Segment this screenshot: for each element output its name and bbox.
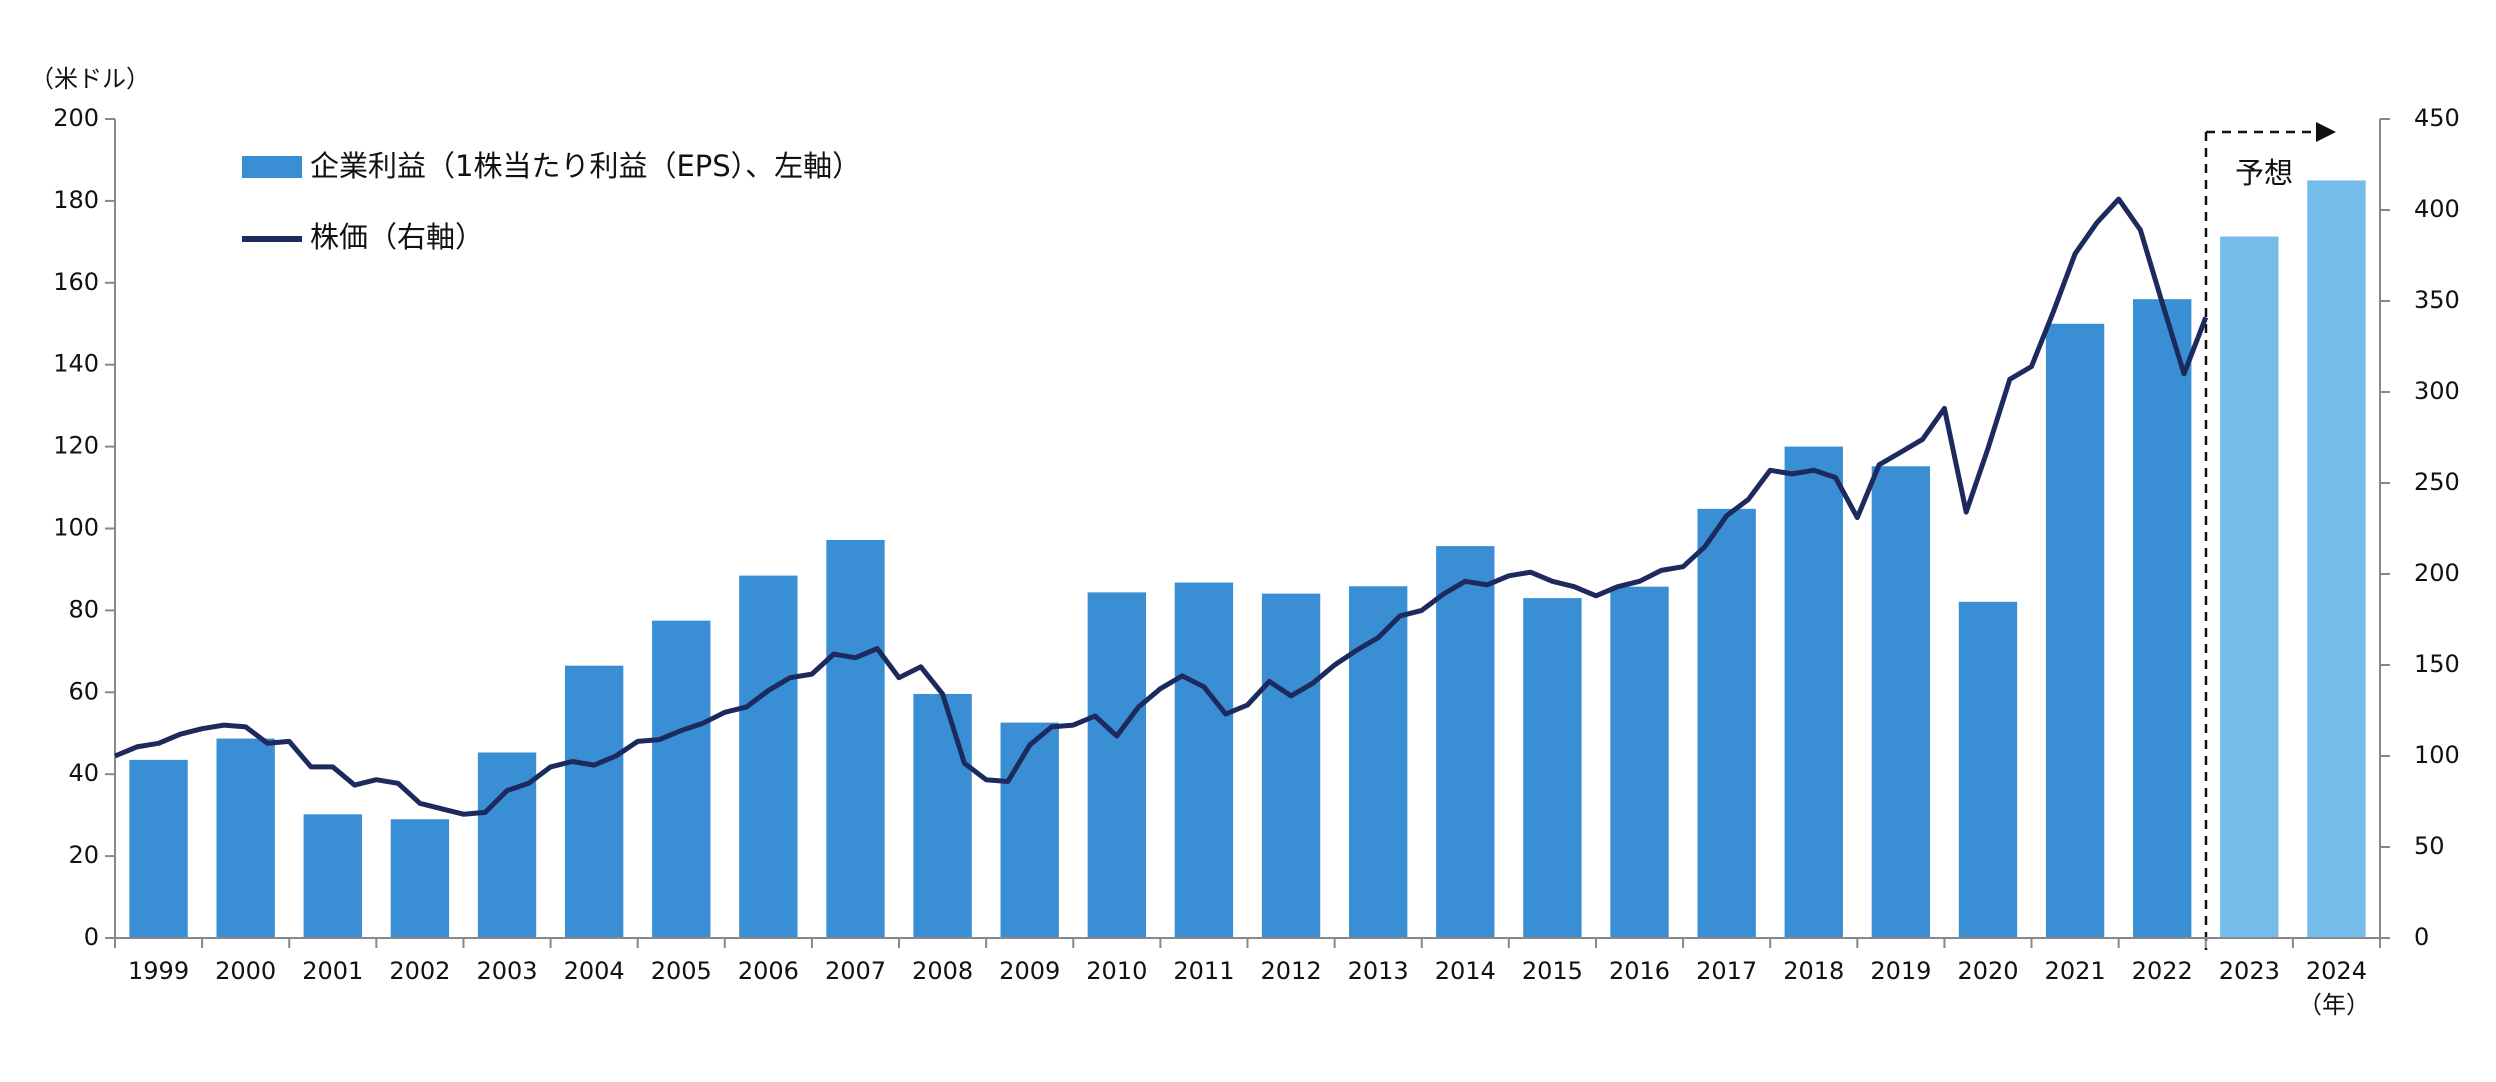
bar — [1784, 446, 1843, 938]
x-tick-label: 2018 — [1783, 957, 1844, 985]
bar — [129, 759, 188, 938]
y-tick-label: 80 — [68, 595, 99, 623]
y2-tick-label: 400 — [2414, 195, 2460, 223]
y-tick-label: 20 — [68, 841, 99, 869]
bar — [1436, 546, 1495, 938]
bar — [2133, 299, 2192, 938]
y2-tick-label: 300 — [2414, 377, 2460, 405]
x-tick-label: 2020 — [1957, 957, 2018, 985]
bar — [652, 620, 711, 938]
bar — [1087, 592, 1147, 938]
y2-tick-label: 50 — [2414, 832, 2445, 860]
bar — [826, 539, 885, 938]
y2-tick-label: 250 — [2414, 468, 2460, 496]
x-tick-label: 2010 — [1086, 957, 1147, 985]
y-unit-label: （米ドル） — [30, 65, 150, 93]
bar — [1871, 466, 1931, 938]
plot: 0204060801001201401601802000501001502002… — [53, 104, 2460, 985]
x-tick-label: 1999 — [128, 957, 189, 985]
price-line — [114, 196, 2209, 817]
bar — [913, 693, 972, 938]
legend-label: 株価（右軸） — [310, 220, 484, 254]
bar — [390, 819, 450, 938]
y-tick-label: 100 — [53, 514, 99, 542]
y2-tick-label: 150 — [2414, 650, 2460, 678]
bar — [1523, 598, 1582, 938]
x-tick-label: 2017 — [1696, 957, 1757, 985]
x-tick-label: 2015 — [1522, 957, 1583, 985]
bar — [1000, 722, 1059, 938]
x-tick-label: 2019 — [1870, 957, 1931, 985]
bar — [216, 738, 275, 938]
x-tick-label: 2000 — [215, 957, 276, 985]
y-tick-label: 60 — [68, 677, 99, 705]
y2-tick-label: 450 — [2414, 104, 2460, 132]
bar — [1261, 593, 1321, 938]
x-tick-label: 2008 — [912, 957, 973, 985]
bar — [1697, 508, 1756, 938]
bar — [1174, 582, 1234, 938]
bar — [2220, 236, 2279, 939]
x-tick-label: 2005 — [651, 957, 712, 985]
x-tick-label: 2016 — [1609, 957, 1670, 985]
x-tick-label: 2022 — [2132, 957, 2193, 985]
y-tick-label: 200 — [53, 104, 99, 132]
x-tick-label: 2003 — [476, 957, 537, 985]
x-tick-label: 2006 — [738, 957, 799, 985]
x-tick-label: 2011 — [1173, 957, 1234, 985]
forecast-label: 予想 — [2235, 156, 2293, 190]
x-tick-label: 2013 — [1348, 957, 1409, 985]
x-tick-label: 2002 — [389, 957, 450, 985]
x-tick-label: 2004 — [564, 957, 625, 985]
bar — [739, 575, 798, 938]
x-tick-label: 2023 — [2219, 957, 2280, 985]
x-unit-label: （年） — [2298, 991, 2370, 1019]
y2-tick-label: 350 — [2414, 286, 2460, 314]
legend-label: 企業利益（1株当たり利益（EPS）、左軸） — [310, 149, 861, 183]
y-tick-label: 120 — [53, 432, 99, 460]
bar — [477, 752, 537, 938]
forecast-marker — [2204, 122, 2336, 950]
y-tick-label: 140 — [53, 350, 99, 378]
y-tick-label: 160 — [53, 268, 99, 296]
bar — [564, 665, 624, 938]
bar — [303, 814, 362, 938]
bar — [1958, 601, 2018, 938]
bar — [1610, 586, 1669, 938]
forecast-arrowhead — [2316, 122, 2336, 142]
x-tick-label: 2021 — [2045, 957, 2106, 985]
bar — [2307, 180, 2366, 939]
y2-tick-label: 0 — [2414, 923, 2429, 951]
y-tick-label: 180 — [53, 186, 99, 214]
x-tick-label: 2012 — [1261, 957, 1322, 985]
y-tick-label: 40 — [68, 759, 99, 787]
x-tick-label: 2001 — [302, 957, 363, 985]
x-tick-label: 2007 — [825, 957, 886, 985]
x-tick-label: 2009 — [999, 957, 1060, 985]
bar — [2045, 323, 2105, 938]
y2-tick-label: 100 — [2414, 741, 2460, 769]
x-tick-label: 2014 — [1435, 957, 1496, 985]
y2-tick-label: 200 — [2414, 559, 2460, 587]
y-tick-label: 0 — [84, 923, 99, 951]
bar — [1348, 586, 1408, 938]
legend-swatch-bar — [242, 156, 302, 178]
x-tick-label: 2024 — [2306, 957, 2367, 985]
